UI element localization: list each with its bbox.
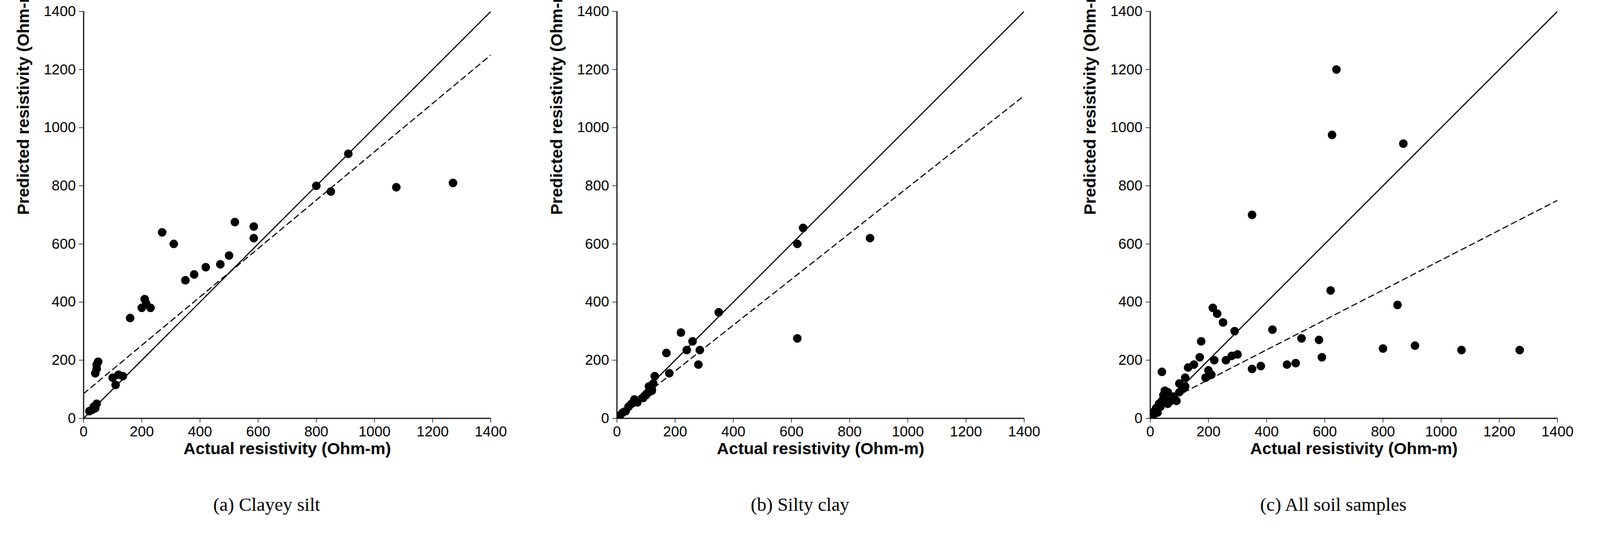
html-text:(a) Clayey silt: (a) Clayey silt bbox=[213, 494, 321, 515]
svg-text:200: 200 bbox=[585, 351, 609, 369]
svg-text:1400: 1400 bbox=[577, 2, 610, 20]
svg-text:1000: 1000 bbox=[358, 423, 391, 440]
svg-text:800: 800 bbox=[304, 423, 329, 440]
svg-text:Predicted resistivity (Ohm-m): Predicted resistivity (Ohm-m) bbox=[13, 0, 33, 215]
svg-text:1400: 1400 bbox=[475, 423, 508, 440]
svg-text:400: 400 bbox=[51, 293, 76, 310]
svg-text:0: 0 bbox=[1146, 423, 1154, 440]
svg-text:600: 600 bbox=[1118, 235, 1143, 253]
svg-text:800: 800 bbox=[837, 423, 862, 440]
svg-text:0: 0 bbox=[79, 423, 88, 440]
svg-text:1400: 1400 bbox=[1110, 2, 1143, 20]
svg-text:400: 400 bbox=[1254, 423, 1279, 440]
svg-text:800: 800 bbox=[51, 177, 76, 194]
svg-text:600: 600 bbox=[585, 235, 609, 253]
svg-text:600: 600 bbox=[1312, 423, 1337, 440]
svg-text:400: 400 bbox=[187, 423, 212, 440]
svg-text:600: 600 bbox=[51, 235, 76, 253]
svg-text:Predicted resistivity (Ohm-m): Predicted resistivity (Ohm-m) bbox=[547, 0, 566, 215]
svg-text:400: 400 bbox=[721, 423, 745, 440]
svg-text:1200: 1200 bbox=[577, 61, 610, 78]
html-text:(b) Silty clay: (b) Silty clay bbox=[750, 494, 850, 515]
svg-text:1000: 1000 bbox=[891, 423, 924, 440]
svg-text:1400: 1400 bbox=[43, 2, 77, 20]
svg-text:200: 200 bbox=[663, 423, 688, 440]
svg-text:200: 200 bbox=[1196, 423, 1221, 440]
svg-text:200: 200 bbox=[1118, 351, 1143, 369]
svg-text:Predicted resistivity (Ohm-m): Predicted resistivity (Ohm-m) bbox=[1080, 0, 1099, 215]
svg-text:200: 200 bbox=[130, 423, 154, 440]
svg-text:1400: 1400 bbox=[1008, 423, 1041, 440]
svg-text:400: 400 bbox=[585, 293, 609, 310]
svg-text:0: 0 bbox=[67, 410, 76, 427]
svg-text:1200: 1200 bbox=[416, 423, 449, 440]
svg-text:1200: 1200 bbox=[1483, 423, 1516, 440]
svg-text:600: 600 bbox=[246, 423, 270, 440]
svg-text:800: 800 bbox=[585, 177, 609, 194]
svg-text:800: 800 bbox=[1118, 177, 1143, 194]
svg-text:Actual resistivity (Ohm-m): Actual resistivity (Ohm-m) bbox=[183, 439, 391, 458]
svg-text:1000: 1000 bbox=[577, 118, 610, 136]
svg-text:0: 0 bbox=[612, 423, 621, 440]
svg-text:1200: 1200 bbox=[950, 423, 983, 440]
svg-text:Actual resistivity (Ohm-m): Actual resistivity (Ohm-m) bbox=[1250, 439, 1458, 458]
svg-text:1200: 1200 bbox=[43, 61, 77, 78]
svg-text:1400: 1400 bbox=[1541, 423, 1574, 440]
svg-text:800: 800 bbox=[1371, 423, 1395, 440]
svg-text:Actual resistivity (Ohm-m): Actual resistivity (Ohm-m) bbox=[716, 439, 924, 458]
svg-text:0: 0 bbox=[1134, 410, 1143, 427]
svg-text:1000: 1000 bbox=[1110, 118, 1143, 136]
svg-text:600: 600 bbox=[779, 423, 804, 440]
svg-text:1000: 1000 bbox=[1425, 423, 1458, 440]
svg-text:0: 0 bbox=[601, 410, 609, 427]
svg-text:1000: 1000 bbox=[43, 118, 77, 136]
svg-text:200: 200 bbox=[51, 351, 76, 369]
svg-text:400: 400 bbox=[1118, 293, 1143, 310]
html-text:(c) All soil samples: (c) All soil samples bbox=[1260, 494, 1407, 515]
svg-text:1200: 1200 bbox=[1110, 61, 1143, 78]
